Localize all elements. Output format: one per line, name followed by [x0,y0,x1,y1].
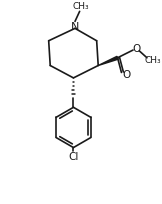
Text: O: O [132,44,141,54]
Text: N: N [71,21,79,31]
Text: CH₃: CH₃ [145,56,162,65]
Text: Cl: Cl [68,151,79,161]
Polygon shape [98,57,118,66]
Text: CH₃: CH₃ [72,2,89,11]
Text: O: O [122,70,130,80]
